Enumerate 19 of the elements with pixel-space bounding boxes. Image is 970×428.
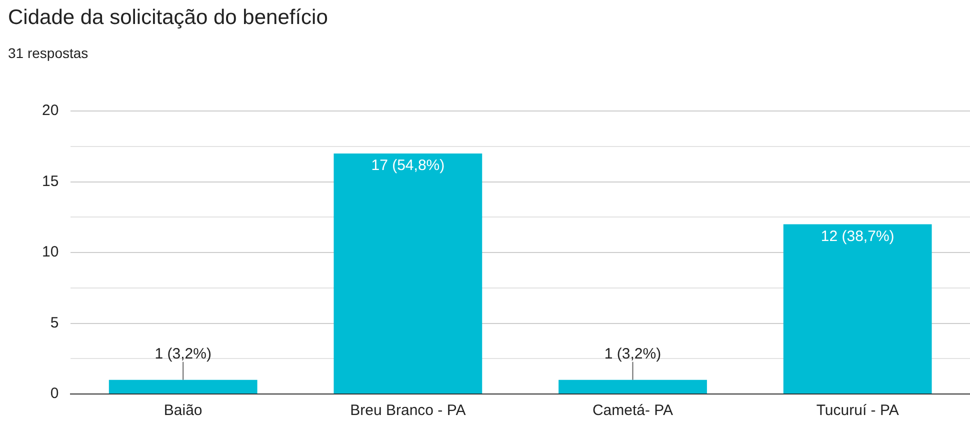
bar	[783, 224, 932, 394]
y-tick-label: 5	[50, 314, 59, 332]
bar	[334, 153, 482, 394]
chart-title: Cidade da solicitação do benefício	[8, 6, 328, 30]
data-label: 17 (54,8%)	[371, 157, 445, 174]
y-tick-label: 10	[42, 244, 59, 261]
y-tick-label: 0	[50, 385, 59, 402]
bar	[108, 380, 258, 394]
x-tick-label: Cametá- PA	[592, 402, 674, 420]
x-tick-label: Tucuruí - PA	[816, 402, 899, 420]
bar	[558, 380, 707, 394]
x-tick-label: Baião	[164, 402, 202, 420]
x-tick-label: Breu Branco - PA	[350, 402, 466, 420]
y-tick-label: 20	[42, 102, 59, 120]
chart-subtitle: 31 respostas	[8, 45, 88, 61]
data-label: 12 (38,7%)	[820, 228, 894, 245]
data-label: 1 (3,2%)	[154, 345, 212, 362]
data-label: 1 (3,2%)	[604, 345, 662, 362]
y-tick-label: 15	[42, 172, 59, 190]
